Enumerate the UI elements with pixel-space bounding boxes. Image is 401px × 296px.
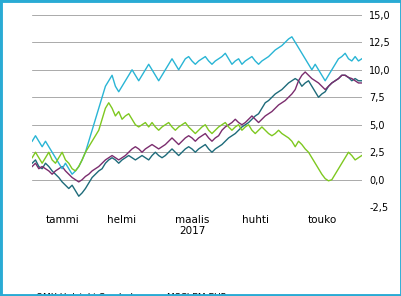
Legend: OMX Helsinki Cap Index, MSCI Europe Index, MSCI EM EUR, MSCI North America EUR: OMX Helsinki Cap Index, MSCI Europe Inde… [17,292,279,296]
Y-axis label: %: % [399,106,401,116]
